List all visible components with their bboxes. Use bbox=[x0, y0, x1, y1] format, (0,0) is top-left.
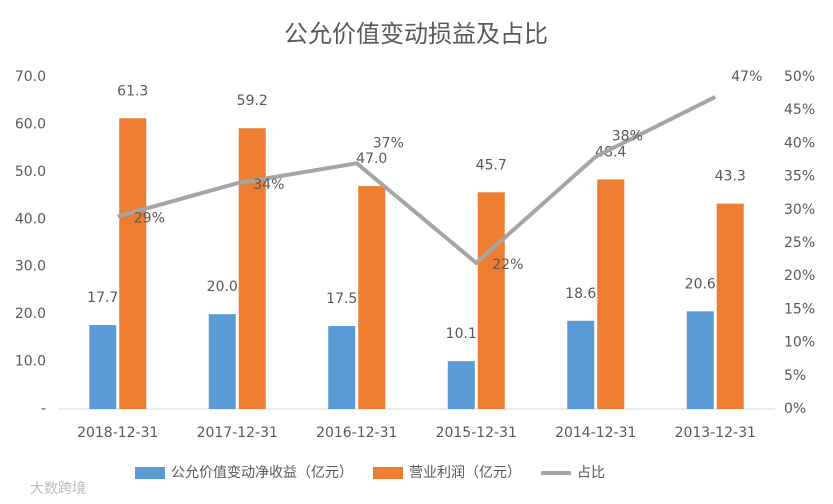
bar bbox=[567, 320, 595, 409]
bar-value-label: 17.7 bbox=[87, 290, 118, 306]
bar bbox=[119, 118, 147, 410]
y-tick-label: 50.0 bbox=[15, 164, 46, 180]
line-value-label: 37% bbox=[373, 135, 404, 151]
y2-tick-label: 25% bbox=[784, 235, 815, 251]
x-tick-label: 2014-12-31 bbox=[555, 425, 636, 441]
x-tick-label: 2013-12-31 bbox=[675, 425, 756, 441]
line bbox=[117, 95, 717, 266]
x-tick-label: 2017-12-31 bbox=[197, 425, 278, 441]
bar-value-label: 18.6 bbox=[565, 286, 596, 302]
line-value-label: 47% bbox=[731, 69, 762, 85]
y2-tick-label: 0% bbox=[784, 401, 806, 417]
bar-value-label: 43.3 bbox=[715, 169, 746, 185]
bar-value-label: 48.4 bbox=[595, 144, 626, 160]
y-tick-label: - bbox=[41, 401, 46, 417]
line-value-label: 29% bbox=[134, 210, 165, 226]
bar-value-label: 45.7 bbox=[476, 157, 507, 173]
bar bbox=[597, 179, 625, 409]
bar bbox=[328, 326, 356, 409]
bar bbox=[358, 186, 386, 409]
x-tick-label: 2018-12-31 bbox=[77, 425, 158, 441]
bar bbox=[447, 361, 475, 409]
y2-tick-label: 5% bbox=[784, 368, 806, 384]
y-tick-label: 20.0 bbox=[15, 306, 46, 322]
x-tick-label: 2015-12-31 bbox=[436, 425, 517, 441]
y-tick-label: 70.0 bbox=[15, 69, 46, 85]
bar bbox=[477, 192, 505, 409]
legend-label: 公允价值变动净收益（亿元） bbox=[171, 465, 353, 481]
x-tick-label: 2016-12-31 bbox=[316, 425, 397, 441]
bar-value-label: 10.1 bbox=[446, 326, 477, 342]
y2-tick-label: 30% bbox=[784, 202, 815, 218]
y-tick-label: 60.0 bbox=[15, 116, 46, 132]
y2-tick-label: 50% bbox=[784, 69, 815, 85]
y2-tick-label: 40% bbox=[784, 135, 815, 151]
y2-tick-label: 15% bbox=[784, 301, 815, 317]
chart-title: 公允价值变动损益及占比 bbox=[284, 20, 548, 48]
line-value-label: 22% bbox=[492, 257, 523, 273]
line-value-label: 38% bbox=[612, 129, 643, 145]
legend-label: 营业利润（亿元） bbox=[409, 465, 521, 481]
bar bbox=[208, 314, 236, 409]
y-tick-label: 30.0 bbox=[15, 259, 46, 275]
bar-value-label: 20.0 bbox=[207, 279, 238, 295]
legend-swatch bbox=[135, 467, 165, 479]
bar bbox=[716, 203, 744, 409]
bar-value-label: 47.0 bbox=[356, 151, 387, 167]
y-tick-label: 40.0 bbox=[15, 211, 46, 227]
legend-label: 占比 bbox=[577, 465, 605, 481]
y2-tick-label: 35% bbox=[784, 169, 815, 185]
bar-value-label: 20.6 bbox=[685, 276, 716, 292]
bar bbox=[686, 311, 714, 409]
legend-swatch bbox=[373, 467, 403, 479]
line-value-label: 34% bbox=[253, 177, 284, 193]
bar-value-label: 17.5 bbox=[326, 291, 357, 307]
bar-value-label: 59.2 bbox=[237, 93, 268, 109]
y2-tick-label: 10% bbox=[784, 335, 815, 351]
bar-value-label: 61.3 bbox=[117, 83, 148, 99]
bar bbox=[238, 128, 266, 410]
y-tick-label: 10.0 bbox=[15, 354, 46, 370]
watermark: 大数跨境 bbox=[30, 481, 86, 497]
bar bbox=[89, 325, 117, 409]
y2-tick-label: 45% bbox=[784, 102, 815, 118]
y2-tick-label: 20% bbox=[784, 268, 815, 284]
